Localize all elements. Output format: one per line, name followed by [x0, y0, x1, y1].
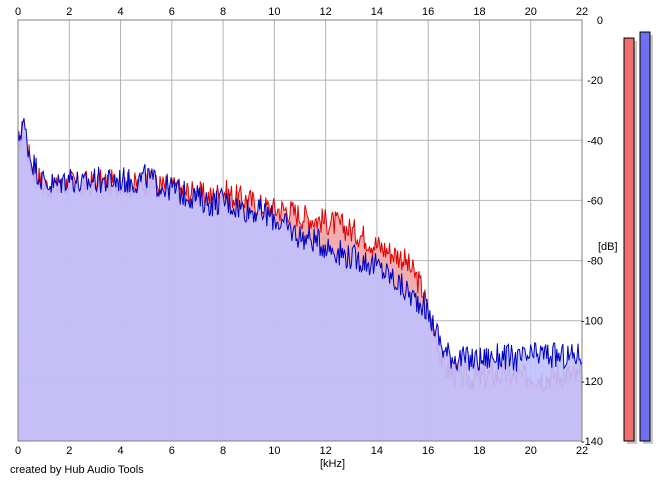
y-tick-label: -20 — [587, 75, 603, 87]
y-tick-label: -120 — [581, 376, 603, 388]
x-tick-label-top: 14 — [371, 6, 383, 18]
x-tick-label-top: 6 — [169, 6, 175, 18]
y-axis-unit-label: [dB] — [598, 241, 618, 253]
x-tick-label-top: 12 — [320, 6, 332, 18]
x-tick-label-bottom: 16 — [422, 445, 434, 457]
plot-frame — [17, 19, 583, 442]
y-tick-label: -140 — [581, 436, 603, 448]
x-tick-label-bottom: 6 — [169, 445, 175, 457]
credit-text: created by Hub Audio Tools — [10, 464, 144, 476]
x-tick-label-bottom: 4 — [117, 445, 123, 457]
series-group — [17, 118, 583, 442]
x-tick-label-top: 4 — [117, 6, 123, 18]
y-tick-label: 0 — [597, 15, 603, 27]
series-2-line — [17, 118, 583, 372]
series-2-area — [18, 118, 582, 442]
x-tick-label-top: 16 — [422, 6, 434, 18]
x-tick-label-bottom: 2 — [66, 445, 72, 457]
x-tick-label-bottom: 14 — [371, 445, 383, 457]
y-tick-label: -80 — [587, 256, 603, 268]
x-tick-label-bottom: 20 — [525, 445, 537, 457]
level-meter-1 — [623, 37, 635, 442]
level-meter-2 — [639, 31, 651, 442]
x-tick-label-bottom: 12 — [320, 445, 332, 457]
y-tick-label: -60 — [587, 195, 603, 207]
x-axis-unit-label: [kHz] — [320, 458, 345, 470]
x-tick-label-top: 18 — [473, 6, 485, 18]
x-tick-label-top: 22 — [576, 6, 588, 18]
x-tick-label-bottom: 18 — [473, 445, 485, 457]
y-tick-labels: 0 -20 -40 -60 -80 -100 -120 -140 — [581, 15, 603, 448]
x-tick-label-bottom: 8 — [220, 445, 226, 457]
x-tick-label-top: 0 — [15, 6, 21, 18]
x-tick-label-bottom: 0 — [15, 445, 21, 457]
y-tick-label: -40 — [587, 135, 603, 147]
x-tick-label-top: 2 — [66, 6, 72, 18]
x-tick-label-top: 8 — [220, 6, 226, 18]
axes — [17, 19, 583, 442]
x-tick-label-bottom: 10 — [268, 445, 280, 457]
x-tick-label-top: 20 — [525, 6, 537, 18]
x-tick-label-bottom: 22 — [576, 445, 588, 457]
y-tick-label: -100 — [581, 316, 603, 328]
x-tick-label-top: 10 — [268, 6, 280, 18]
level-meters — [623, 31, 653, 445]
